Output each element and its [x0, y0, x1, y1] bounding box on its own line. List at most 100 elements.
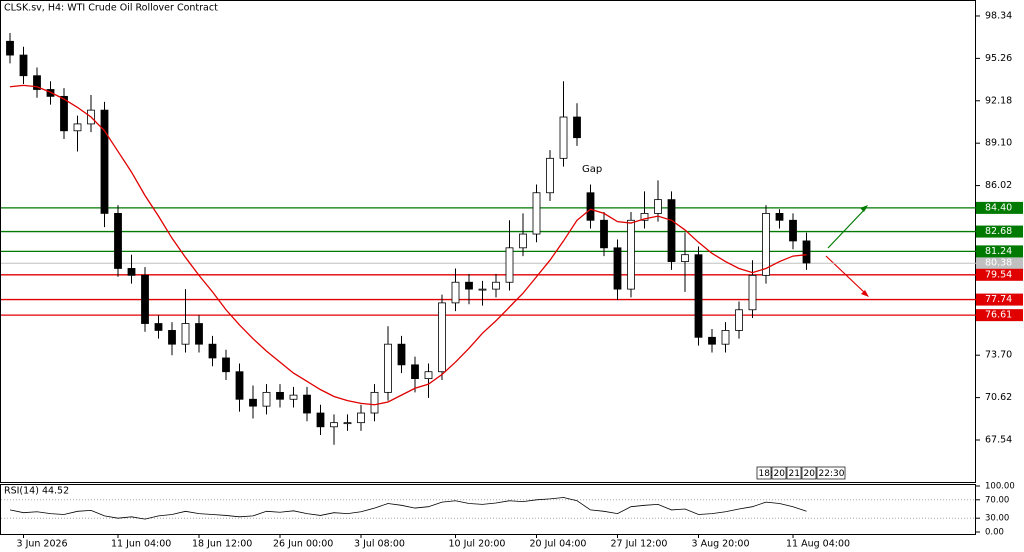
candle [222, 349, 230, 380]
candle-body [114, 212, 122, 269]
y-tick-label: 89.10 [985, 138, 1012, 149]
x-tick-label: 27 Jul 12:00 [611, 539, 668, 550]
rsi-line [9, 497, 807, 520]
level-box [976, 309, 1023, 322]
candle-body [195, 323, 203, 345]
chart-title: CLSK.sv, H4: WTI Crude Oil Rollover Cont… [4, 3, 218, 14]
time-scale-label: 20 [804, 469, 816, 479]
candle-body [478, 288, 487, 291]
candle [721, 322, 730, 353]
candle [168, 322, 176, 356]
candle [330, 414, 338, 445]
time-scale-label: 18: [759, 469, 773, 479]
y-tick-label: 73.70 [985, 350, 1012, 361]
candle [735, 301, 743, 339]
candle-body [640, 212, 649, 221]
candle-body [262, 391, 271, 407]
candle [249, 385, 257, 419]
candle [289, 386, 298, 408]
gap-annotation: Gap [582, 164, 602, 175]
level-label: 76.61 [985, 310, 1012, 321]
rsi-tick-label: 0.00 [985, 528, 1004, 538]
y-tick-label: 67.54 [985, 435, 1012, 446]
candle-body [681, 254, 689, 262]
candle [33, 67, 41, 98]
candle [654, 180, 662, 222]
candle-body [613, 247, 622, 290]
rsi-tick-label: 30.00 [985, 514, 1009, 524]
candle-body [60, 95, 68, 132]
candle-body [654, 199, 662, 214]
candle-body [424, 371, 433, 380]
time-scale-box [816, 466, 846, 480]
candle-body [708, 336, 716, 345]
candle-body [127, 268, 136, 276]
candle [546, 150, 554, 202]
candle [438, 294, 446, 380]
main-panel-frame [0, 0, 976, 483]
time-scale-box [756, 466, 772, 480]
y-tick-label: 92.18 [985, 95, 1012, 106]
candle-body [627, 219, 635, 290]
candle-body [235, 371, 244, 400]
candle-body [289, 394, 298, 400]
time-scale-box [771, 466, 787, 480]
time-scale-box [801, 466, 817, 480]
level-box [976, 201, 1023, 214]
level-label: 79.54 [985, 269, 1012, 280]
candle-body [33, 75, 41, 90]
candle [195, 315, 203, 353]
candle-body [141, 274, 149, 324]
y-tick-label: 86.02 [985, 180, 1012, 191]
candle-body [168, 330, 176, 345]
x-tick-label: 11 Aug 04:00 [786, 539, 850, 550]
x-tick-label: 10 Jul 20:00 [449, 539, 506, 550]
candle [276, 384, 284, 408]
candle [181, 289, 190, 353]
candle-body [789, 219, 797, 242]
candle [613, 239, 622, 301]
candle [681, 232, 689, 292]
level-label: 82.68 [985, 226, 1012, 237]
candle [802, 232, 811, 270]
candle [627, 212, 635, 298]
candle [19, 46, 28, 84]
candle-body [438, 302, 446, 373]
candle [640, 191, 649, 229]
candle-body [384, 343, 392, 393]
time-scale-box [786, 466, 802, 480]
candle-body [316, 412, 325, 428]
candle [100, 101, 109, 228]
candle [519, 213, 527, 257]
candle-body [276, 391, 284, 400]
candle [492, 273, 500, 298]
candle [762, 205, 770, 284]
candle [384, 326, 392, 401]
candle-body [492, 281, 500, 290]
candle [397, 335, 406, 374]
candle [73, 115, 82, 152]
candle-body [505, 247, 514, 283]
current-price-box [976, 257, 1023, 270]
candle-body [465, 281, 473, 290]
rsi-tick-label: 100.00 [985, 482, 1015, 492]
candle [370, 384, 379, 422]
time-scale-label: 21 [789, 469, 800, 479]
candle-body [573, 116, 581, 139]
candle [505, 220, 514, 291]
candle [424, 363, 433, 398]
candle [262, 384, 271, 415]
x-tick-label: 3 Aug 20:00 [692, 539, 750, 550]
candle [6, 33, 14, 64]
candle [586, 184, 595, 229]
candle [600, 212, 608, 257]
candle-body [694, 254, 703, 338]
candle-body [222, 357, 230, 373]
candle [208, 335, 217, 367]
candle [411, 356, 419, 393]
candle-body [762, 212, 770, 276]
candle [141, 267, 149, 332]
y-tick-label: 70.62 [985, 392, 1012, 403]
candle [532, 184, 541, 243]
